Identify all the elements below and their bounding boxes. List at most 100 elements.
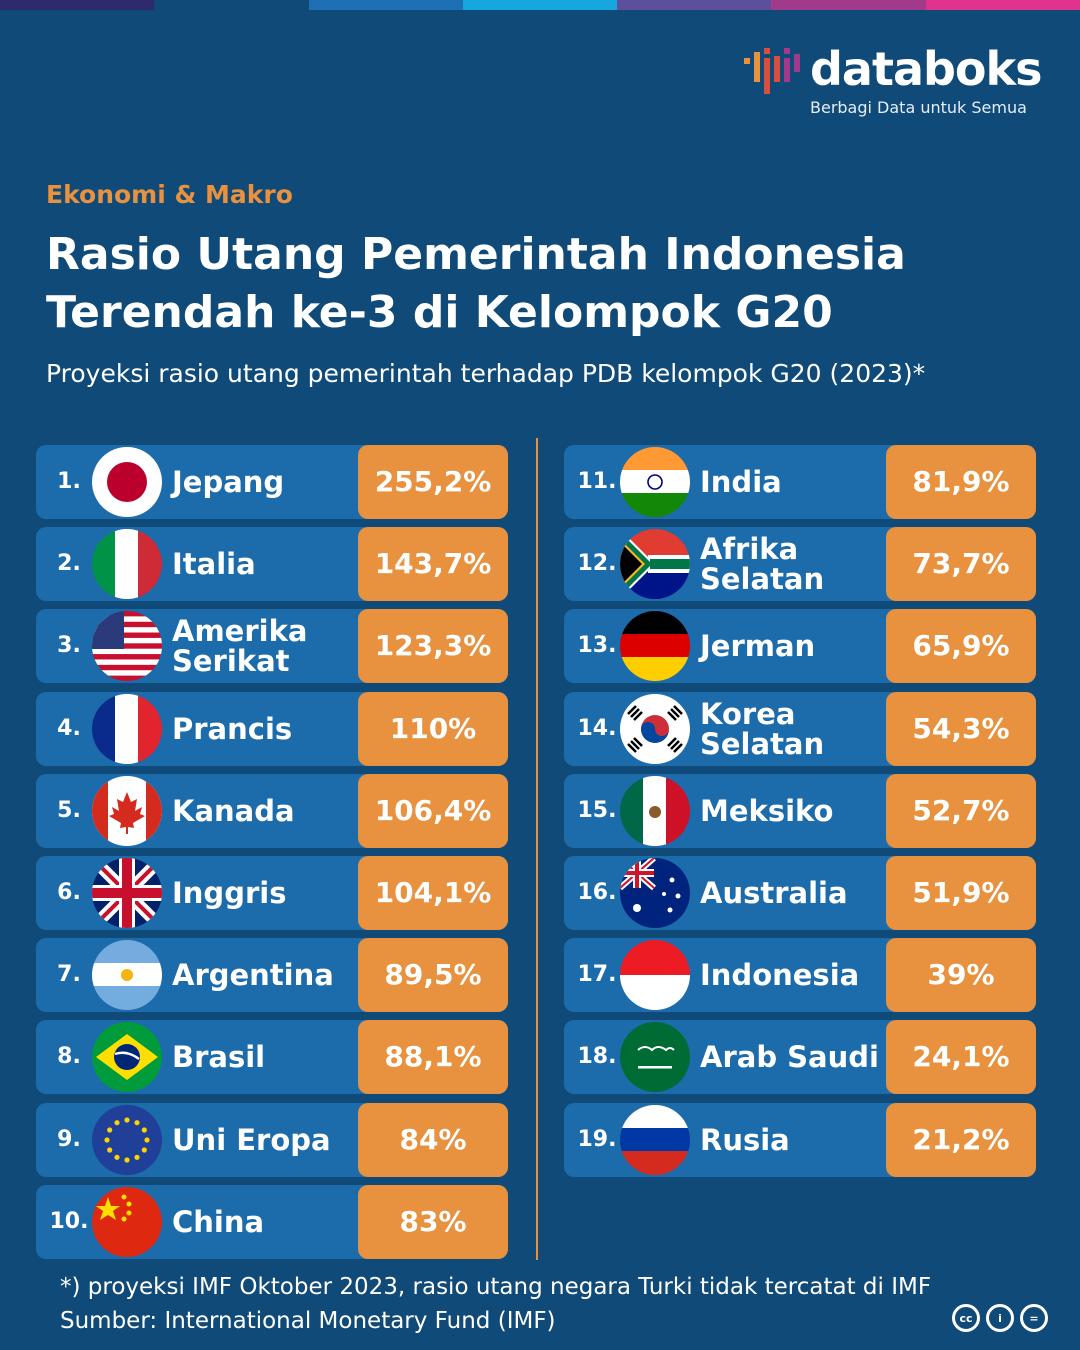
debt-ratio-value: 110% — [358, 691, 508, 766]
country-name: Australia — [700, 876, 848, 910]
italy-flag-icon — [92, 529, 162, 600]
india-flag-icon — [620, 447, 690, 517]
country-row: 15. Meksiko 52,7% — [564, 773, 1036, 848]
footnote-source: Sumber: International Monetary Fund (IMF… — [60, 1308, 556, 1334]
country-row: 13. Jerman 65,9% — [564, 609, 1036, 684]
country-row: 1. Jepang 255,2% — [36, 445, 508, 519]
debt-ratio-value: 84% — [358, 1102, 508, 1177]
debt-ratio-value: 123,3% — [358, 609, 508, 684]
rank-label: 14. — [577, 715, 617, 741]
nd-icon: = — [1020, 1304, 1048, 1332]
debt-ratio-value: 106,4% — [358, 773, 508, 848]
footnote-note: *) proyeksi IMF Oktober 2023, rasio utan… — [60, 1274, 932, 1300]
rank-label: 1. — [57, 469, 81, 494]
country-name: Amerika Serikat — [172, 614, 308, 679]
japan-flag-icon — [92, 447, 162, 517]
databoks-logo: databoks Berbagi Data untuk Semua — [742, 42, 1043, 122]
top-bar-segment — [308, 0, 463, 10]
country-name: Argentina — [172, 958, 334, 993]
country-row: 8. Brasil 88,1% — [36, 1020, 508, 1095]
top-bar-segment — [0, 0, 155, 10]
rank-label: 8. — [57, 1044, 81, 1070]
russia-flag-icon — [620, 1104, 690, 1175]
country-row: 17. Indonesia 39% — [564, 938, 1036, 1013]
by-icon: i — [986, 1304, 1014, 1332]
country-row: 10. China 83% — [36, 1184, 508, 1259]
rank-label: 11. — [577, 469, 617, 494]
license-icons: cc i = — [952, 1304, 1048, 1332]
category-label: Ekonomi & Makro — [46, 180, 293, 209]
debt-ratio-value: 24,1% — [886, 1020, 1036, 1095]
rank-label: 17. — [577, 962, 617, 988]
column-divider — [536, 438, 538, 1260]
country-name: Jepang — [172, 465, 285, 499]
country-name: Afrika Selatan — [700, 532, 825, 597]
rank-label: 3. — [57, 633, 81, 659]
debt-ratio-value: 39% — [886, 938, 1036, 1013]
debt-ratio-value: 73,7% — [886, 527, 1036, 602]
debt-ratio-value: 88,1% — [358, 1020, 508, 1095]
debt-ratio-value: 81,9% — [886, 445, 1036, 519]
country-name: Meksiko — [700, 793, 834, 828]
country-row: 16. Australia 51,9% — [564, 856, 1036, 930]
country-row: 9. Uni Eropa 84% — [36, 1102, 508, 1177]
rank-label: 6. — [57, 880, 81, 905]
country-name: Indonesia — [700, 958, 860, 993]
debt-ratio-value: 54,3% — [886, 691, 1036, 766]
country-row: 12. Afrika Selatan 73,7% — [564, 527, 1036, 602]
country-name: Brasil — [172, 1040, 266, 1075]
usa-flag-icon — [92, 611, 162, 682]
country-name: Italia — [172, 547, 256, 582]
south-africa-flag-icon — [620, 529, 690, 600]
brazil-flag-icon — [92, 1022, 162, 1093]
page-title: Rasio Utang Pemerintah Indonesia Terenda… — [46, 229, 906, 338]
country-name: Prancis — [172, 711, 293, 746]
rank-label: 13. — [577, 633, 617, 659]
brand-tagline: Berbagi Data untuk Semua — [810, 98, 1027, 117]
debt-ratio-value: 51,9% — [886, 856, 1036, 930]
rank-label: 19. — [577, 1126, 617, 1152]
country-name: Inggris — [172, 876, 287, 910]
country-name: Jerman — [700, 629, 816, 664]
debt-ratio-value: 104,1% — [358, 856, 508, 930]
top-bar-segment — [617, 0, 772, 10]
debt-ratio-value: 83% — [358, 1184, 508, 1259]
country-name: Arab Saudi — [700, 1040, 879, 1075]
country-row: 2. Italia 143,7% — [36, 527, 508, 602]
uk-flag-icon — [92, 858, 162, 928]
rank-label: 5. — [57, 797, 81, 823]
canada-flag-icon — [92, 775, 162, 846]
debt-ratio-value: 65,9% — [886, 609, 1036, 684]
rank-label: 18. — [577, 1044, 617, 1070]
databoks-logo-icon — [744, 48, 800, 94]
top-bar-segment — [771, 0, 926, 10]
country-row: 3. Amerika Serikat 123,3% — [36, 609, 508, 684]
country-row: 4. Prancis 110% — [36, 691, 508, 766]
country-name: Uni Eropa — [172, 1122, 331, 1157]
china-flag-icon — [92, 1186, 162, 1257]
footnote: *) proyeksi IMF Oktober 2023, rasio utan… — [60, 1270, 931, 1338]
rank-label: 12. — [577, 551, 617, 577]
country-name: Rusia — [700, 1122, 790, 1157]
argentina-flag-icon — [92, 940, 162, 1011]
indonesia-flag-icon — [620, 940, 690, 1011]
cc-icon: cc — [952, 1304, 980, 1332]
brand-name: databoks — [810, 42, 1043, 96]
country-row: 14. Korea Selatan 54,3% — [564, 691, 1036, 766]
mexico-flag-icon — [620, 775, 690, 846]
country-row: 5. Kanada 106,4% — [36, 773, 508, 848]
south-korea-flag-icon — [620, 693, 690, 764]
page-subtitle: Proyeksi rasio utang pemerintah terhadap… — [46, 359, 926, 388]
rank-label: 15. — [577, 797, 617, 823]
debt-ratio-value: 255,2% — [358, 445, 508, 519]
country-name: China — [172, 1204, 265, 1239]
country-row: 7. Argentina 89,5% — [36, 938, 508, 1013]
country-row: 6. Inggris 104,1% — [36, 856, 508, 930]
eu-flag-icon — [92, 1104, 162, 1175]
rank-label: 10. — [49, 1208, 89, 1234]
country-row: 11. India 81,9% — [564, 445, 1036, 519]
country-name: India — [700, 465, 782, 499]
germany-flag-icon — [620, 611, 690, 682]
top-color-bar — [0, 0, 1080, 10]
rank-label: 4. — [57, 715, 81, 741]
